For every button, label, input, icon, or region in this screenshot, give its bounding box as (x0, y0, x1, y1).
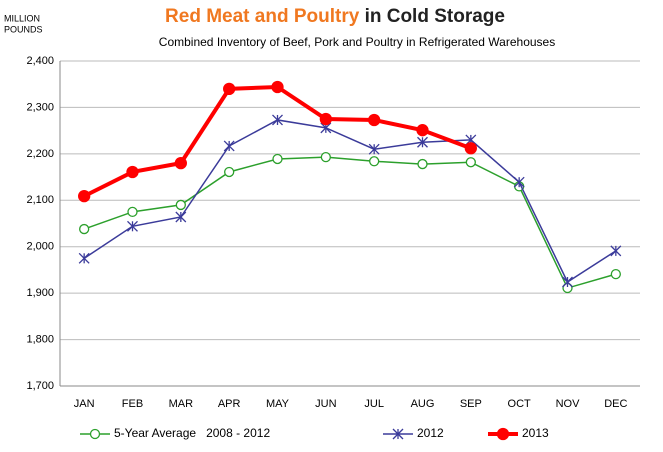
legend-marker (496, 427, 510, 441)
point (272, 153, 283, 165)
x-tick-label: NOV (556, 398, 581, 410)
y-tick-label: 2,400 (26, 55, 54, 67)
point (464, 142, 477, 155)
series-line (83, 119, 617, 284)
point (320, 151, 331, 163)
point (369, 156, 380, 167)
title-highlight: Red Meat and Poultry (165, 6, 360, 27)
point (417, 158, 428, 170)
x-tick-label: OCT (508, 398, 532, 410)
y-tick-label: 2,200 (26, 148, 54, 160)
point (272, 114, 283, 126)
y-tick-label: 1,900 (26, 287, 54, 299)
x-tick-label: FEB (122, 398, 143, 410)
title-rest: in Cold Storage (365, 6, 505, 27)
point (126, 165, 139, 179)
point (610, 268, 621, 280)
legend-marker (392, 428, 404, 440)
x-tick-label: APR (218, 398, 241, 410)
legend-label: 5-Year Average 2008 - 2012 (114, 426, 270, 440)
point (223, 82, 236, 96)
point (465, 157, 476, 168)
x-tick-label: JAN (74, 398, 95, 410)
point (368, 113, 381, 127)
x-tick-label: AUG (411, 398, 435, 410)
point (175, 199, 186, 211)
point (610, 245, 622, 257)
x-tick-label: DEC (604, 398, 627, 410)
point (319, 112, 332, 126)
x-tick-label: JUL (364, 398, 384, 410)
point (417, 136, 428, 148)
y-tick-label: 1,800 (26, 333, 54, 345)
series-line (83, 156, 617, 289)
y-tick-label: 2,300 (26, 101, 54, 113)
point (79, 223, 90, 235)
legend-label: 2013 (522, 426, 549, 440)
point (174, 156, 187, 170)
point (175, 211, 187, 223)
point (513, 176, 525, 188)
point (416, 124, 429, 137)
point (78, 189, 91, 203)
point (78, 252, 90, 264)
x-tick-label: MAR (169, 398, 194, 410)
point (224, 166, 235, 178)
chart-subtitle: Combined Inventory of Beef, Pork and Pou… (159, 35, 555, 49)
y-axis-label: MILLION (4, 13, 40, 23)
y-tick-label: 2,000 (26, 241, 54, 253)
y-tick-label: 1,700 (26, 380, 54, 392)
series-line (83, 84, 472, 198)
x-tick-label: SEP (460, 398, 482, 410)
y-tick-label: 2,100 (26, 194, 54, 206)
point (223, 140, 235, 152)
point (562, 276, 573, 288)
point (127, 206, 138, 218)
legend-label: 2012 (417, 426, 444, 440)
point (368, 143, 380, 155)
y-axis-label: POUNDS (4, 24, 43, 34)
chart-title: Red Meat and Poultry in Cold Storage (165, 6, 505, 27)
point (127, 220, 138, 232)
x-tick-label: MAY (266, 398, 290, 410)
point (271, 80, 284, 94)
x-tick-label: JUN (315, 398, 336, 410)
legend-marker (89, 428, 101, 440)
